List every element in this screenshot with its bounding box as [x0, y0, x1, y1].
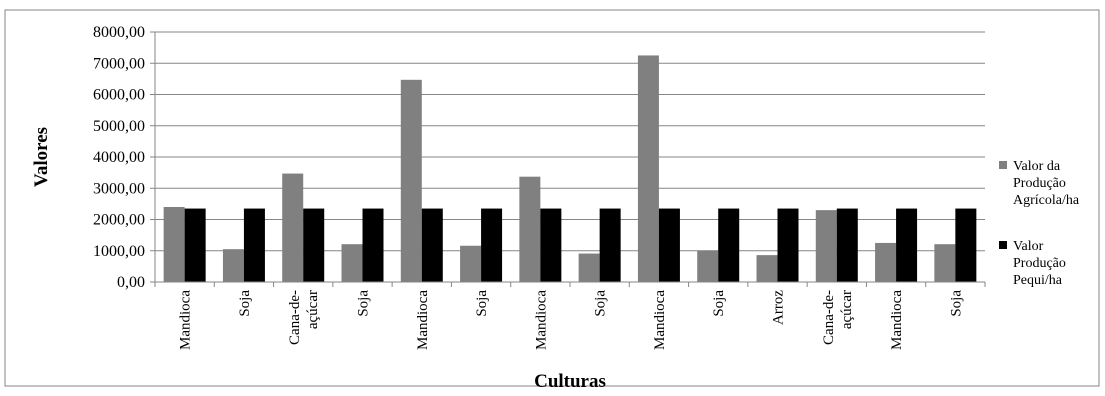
bar-series-1: [163, 207, 185, 282]
chart-border: [4, 9, 1100, 387]
y-tick-labels: 0,00 1000,00 2000,00 3000,00 4000,00 5000,00 6…: [93, 24, 145, 291]
bar-series-1: [400, 79, 422, 282]
bar-series-2: [481, 208, 503, 282]
x-tick-label: Mandioca: [889, 290, 905, 350]
bar-series-1: [637, 55, 659, 282]
x-tick-label: Mandioca: [533, 290, 549, 350]
bar-series-2: [955, 208, 977, 282]
y-tick-label: 5000,00: [93, 118, 145, 135]
x-tick-label: Soja: [711, 290, 727, 317]
bar-series-2: [836, 208, 858, 282]
y-tick-label: 0,00: [117, 274, 145, 291]
bar-series-1: [460, 245, 482, 282]
y-axis-title: Valores: [31, 127, 52, 187]
x-tick-label: Cana-de-açúcar: [287, 290, 321, 345]
y-tick-label: 3000,00: [93, 180, 145, 197]
bar-series-2: [184, 208, 206, 282]
bar-series-2: [599, 208, 621, 282]
x-tick-label: Soja: [474, 290, 490, 317]
bar-series-1: [341, 244, 363, 282]
legend-label-series-1: Valor da Produção Agrícola/ha: [1013, 159, 1080, 208]
bars: [163, 55, 977, 282]
bar-series-1: [934, 244, 956, 282]
bar-series-1: [222, 249, 244, 282]
x-tick-label: Cana-de-açúcar: [821, 290, 855, 345]
y-tick-label: 7000,00: [93, 55, 145, 72]
bar-series-1: [519, 176, 541, 282]
bar-series-1: [756, 255, 778, 282]
bar-series-1: [578, 253, 600, 282]
x-axis-title: Culturas: [534, 371, 606, 391]
bar-series-1: [697, 250, 719, 282]
bar-series-1: [875, 242, 897, 282]
x-tick-label: Mandioca: [415, 290, 431, 350]
legend: Valor da Produção Agrícola/ha Valor Produção…: [999, 159, 1080, 288]
bar-series-2: [896, 208, 918, 282]
bar-series-2: [540, 208, 562, 282]
axes: [154, 32, 986, 287]
bar-series-2: [718, 208, 740, 282]
x-tick-label: Arroz: [771, 290, 787, 325]
bar-series-2: [777, 208, 799, 282]
y-tick-label: 4000,00: [93, 149, 145, 166]
bar-series-2: [421, 208, 443, 282]
legend-label-series-2: Valor Produção Pequi/ha: [1013, 239, 1066, 288]
legend-swatch-series-2: [999, 241, 1007, 249]
y-tick-label: 1000,00: [93, 243, 145, 260]
bar-series-2: [303, 208, 325, 282]
bar-series-1: [282, 173, 304, 282]
bar-series-1: [815, 210, 837, 282]
x-tick-label: Mandioca: [178, 290, 194, 350]
x-tick-label: Soja: [237, 290, 253, 317]
x-tick-labels: Mandioca Soja Cana-de-açúcar Soja Mandioca So…: [178, 290, 965, 350]
y-tick-label: 6000,00: [93, 87, 145, 104]
bar-series-2: [362, 208, 384, 282]
bar-series-2: [243, 208, 265, 282]
x-tick-label: Soja: [356, 290, 372, 317]
x-tick-label: Soja: [593, 290, 609, 317]
legend-swatch-series-1: [999, 161, 1007, 169]
y-tick-label: 8000,00: [93, 24, 145, 41]
x-tick-label: Mandioca: [652, 290, 668, 350]
bar-series-2: [658, 208, 680, 282]
x-tick-label: Soja: [948, 290, 964, 317]
y-tick-label: 2000,00: [93, 212, 145, 229]
